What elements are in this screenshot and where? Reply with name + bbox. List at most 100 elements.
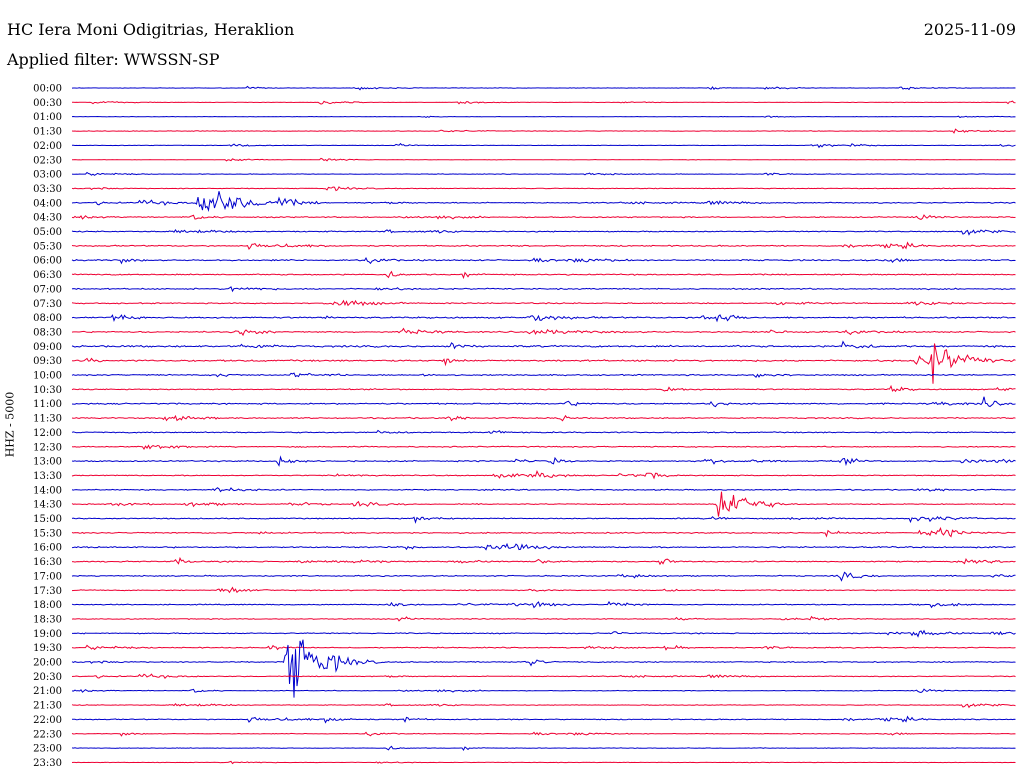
time-tick-label: 12:30 <box>33 442 62 453</box>
trace-line <box>71 639 1016 698</box>
time-tick-label: 14:00 <box>33 485 62 496</box>
trace-line <box>71 286 1016 293</box>
trace-line <box>71 715 1016 724</box>
trace-line <box>71 327 1016 337</box>
time-tick-label: 06:30 <box>33 270 62 281</box>
trace-line <box>71 731 1016 737</box>
trace-line <box>71 556 1016 566</box>
trace-line <box>71 526 1016 538</box>
filter-label: Applied filter: WWSSN-SP <box>7 50 220 69</box>
station-title: HC Iera Moni Odigitrias, Heraklion <box>7 20 295 39</box>
trace-line <box>71 157 1016 162</box>
time-tick-label: 09:30 <box>33 356 62 367</box>
trace-line <box>71 340 1016 350</box>
trace-line <box>71 191 1016 212</box>
trace-line <box>71 429 1016 434</box>
time-tick-label: 07:00 <box>33 284 62 295</box>
time-tick-label: 00:30 <box>33 98 62 109</box>
trace-line <box>71 314 1016 323</box>
trace-line <box>71 214 1016 220</box>
trace-line <box>71 571 1016 582</box>
trace-line <box>71 542 1016 551</box>
time-tick-label: 01:00 <box>33 112 62 123</box>
time-tick-label: 03:00 <box>33 170 62 181</box>
time-tick-label: 22:30 <box>33 729 62 740</box>
time-tick-label: 16:30 <box>33 557 62 568</box>
trace-line <box>71 256 1016 265</box>
time-tick-label: 14:30 <box>33 500 62 511</box>
time-tick-label: 02:30 <box>33 155 62 166</box>
trace-line <box>71 600 1016 609</box>
trace-line <box>71 444 1016 450</box>
trace-line <box>71 100 1016 105</box>
time-tick-label: 11:00 <box>33 399 62 410</box>
time-tick-label: 08:30 <box>33 327 62 338</box>
time-tick-label: 20:30 <box>33 672 62 683</box>
trace-line <box>71 703 1016 709</box>
time-tick-label: 21:00 <box>33 686 62 697</box>
time-tick-label: 13:30 <box>33 471 62 482</box>
trace-line <box>71 688 1016 694</box>
time-tick-label: 18:30 <box>33 614 62 625</box>
time-tick-label: 20:00 <box>33 658 62 669</box>
trace-line <box>71 85 1016 91</box>
time-tick-label: 19:00 <box>33 629 62 640</box>
time-tick-label: 07:30 <box>33 299 62 310</box>
time-tick-label: 09:00 <box>33 342 62 353</box>
trace-line <box>71 586 1016 594</box>
time-tick-label: 05:30 <box>33 241 62 252</box>
trace-line <box>71 469 1016 480</box>
time-tick-label: 13:00 <box>33 457 62 468</box>
trace-line <box>71 615 1016 622</box>
trace-line <box>71 228 1016 236</box>
trace-line <box>71 455 1016 467</box>
time-tick-label: 02:00 <box>33 141 62 152</box>
time-tick-label: 17:30 <box>33 586 62 597</box>
time-tick-label: 22:00 <box>33 715 62 726</box>
trace-line <box>71 487 1016 493</box>
trace-line <box>71 343 1016 384</box>
time-tick-label: 23:30 <box>33 758 62 769</box>
time-tick-label: 18:00 <box>33 600 62 611</box>
time-tick-label: 21:30 <box>33 701 62 712</box>
time-tick-label: 17:00 <box>33 571 62 582</box>
time-tick-label: 19:30 <box>33 643 62 654</box>
time-tick-label: 08:00 <box>33 313 62 324</box>
trace-line <box>71 128 1016 134</box>
time-tick-label: 15:30 <box>33 528 62 539</box>
trace-line <box>71 299 1016 307</box>
time-tick-label: 15:00 <box>33 514 62 525</box>
time-tick-label: 04:00 <box>33 198 62 209</box>
time-tick-label: 01:30 <box>33 127 62 138</box>
time-tick-label: 23:00 <box>33 744 62 755</box>
trace-line <box>71 171 1016 176</box>
time-tick-label: 04:30 <box>33 213 62 224</box>
trace-line <box>71 760 1016 765</box>
time-tick-label: 06:00 <box>33 256 62 267</box>
trace-line <box>71 372 1016 378</box>
trace-line <box>71 491 1016 517</box>
trace-line <box>71 186 1016 192</box>
trace-line <box>71 414 1016 422</box>
time-tick-label: 00:00 <box>33 84 62 95</box>
time-tick-label: 10:30 <box>33 385 62 396</box>
trace-line <box>71 644 1016 651</box>
trace-line <box>71 396 1016 408</box>
trace-line <box>71 241 1016 250</box>
trace-line <box>72 629 1016 638</box>
trace-line <box>71 270 1016 280</box>
time-tick-label: 10:00 <box>33 371 62 382</box>
trace-line <box>71 745 1016 751</box>
trace-line <box>71 384 1016 393</box>
trace-line <box>71 515 1016 524</box>
time-tick-label: 03:30 <box>33 184 62 195</box>
trace-line <box>71 115 1016 119</box>
time-tick-label: 12:00 <box>33 428 62 439</box>
trace-line <box>71 673 1016 680</box>
trace-line <box>72 142 1016 149</box>
time-tick-label: 11:30 <box>33 414 62 425</box>
record-date: 2025-11-09 <box>923 20 1016 39</box>
time-tick-label: 16:00 <box>33 543 62 554</box>
time-tick-label: 05:00 <box>33 227 62 238</box>
